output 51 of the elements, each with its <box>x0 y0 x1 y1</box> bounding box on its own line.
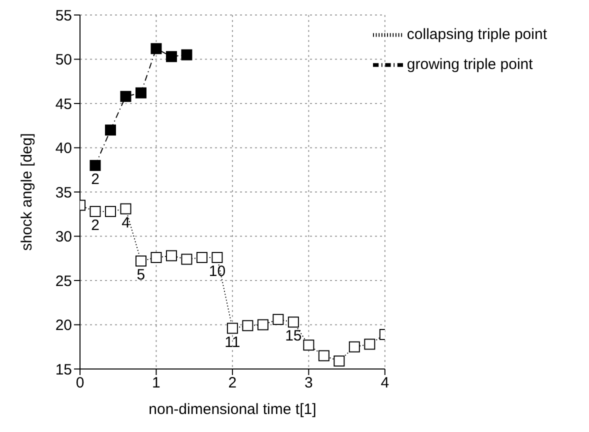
y-tick-label: 35 <box>55 184 72 202</box>
y-tick-label: 25 <box>55 272 72 290</box>
annotation: 10 <box>208 263 226 280</box>
y-tick-label: 40 <box>55 140 72 158</box>
point <box>135 87 146 98</box>
y-tick-label: 45 <box>55 96 72 113</box>
point <box>212 252 223 263</box>
annotation: 4 <box>122 214 130 232</box>
point <box>257 319 268 330</box>
point <box>90 160 101 171</box>
point <box>318 350 330 362</box>
point <box>120 203 132 214</box>
x-tick-label: 4 <box>380 374 390 392</box>
annotation: 11 <box>224 334 240 351</box>
annotation: 2 <box>91 171 100 188</box>
point <box>334 356 345 367</box>
point <box>150 43 162 54</box>
x-tick-label: 1 <box>152 374 160 392</box>
y-axis-title: shock angle [deg] <box>18 133 36 251</box>
y-tick-label: 55 <box>55 7 72 24</box>
point <box>104 206 116 217</box>
point <box>272 314 284 325</box>
point <box>150 252 162 263</box>
x-tick-label: 0 <box>76 374 84 392</box>
point <box>104 124 116 136</box>
y-tick-label: 50 <box>55 52 72 69</box>
point <box>90 206 101 217</box>
point <box>166 51 177 62</box>
legend-label: growing triple point <box>406 56 533 73</box>
point <box>242 320 254 332</box>
x-tick-label: 3 <box>304 374 313 392</box>
y-tick-label: 20 <box>55 317 72 334</box>
x-axis-title: non-dimensional time t[1] <box>148 401 316 418</box>
y-tick-label: 15 <box>55 361 72 378</box>
point <box>135 256 146 267</box>
point <box>303 340 314 351</box>
point <box>364 338 376 350</box>
annotation: 15 <box>285 328 302 345</box>
point <box>166 250 177 262</box>
point <box>120 90 132 102</box>
point <box>196 252 208 263</box>
annotation: 2 <box>91 217 100 234</box>
point <box>181 49 192 60</box>
point <box>288 316 299 328</box>
y-tick-label: 30 <box>55 228 72 246</box>
point <box>348 341 360 352</box>
x-tick-label: 2 <box>228 374 237 392</box>
annotation: 5 <box>136 266 146 284</box>
legend-label: collapsing triple point <box>406 26 547 43</box>
point <box>226 322 238 334</box>
point <box>181 254 192 265</box>
